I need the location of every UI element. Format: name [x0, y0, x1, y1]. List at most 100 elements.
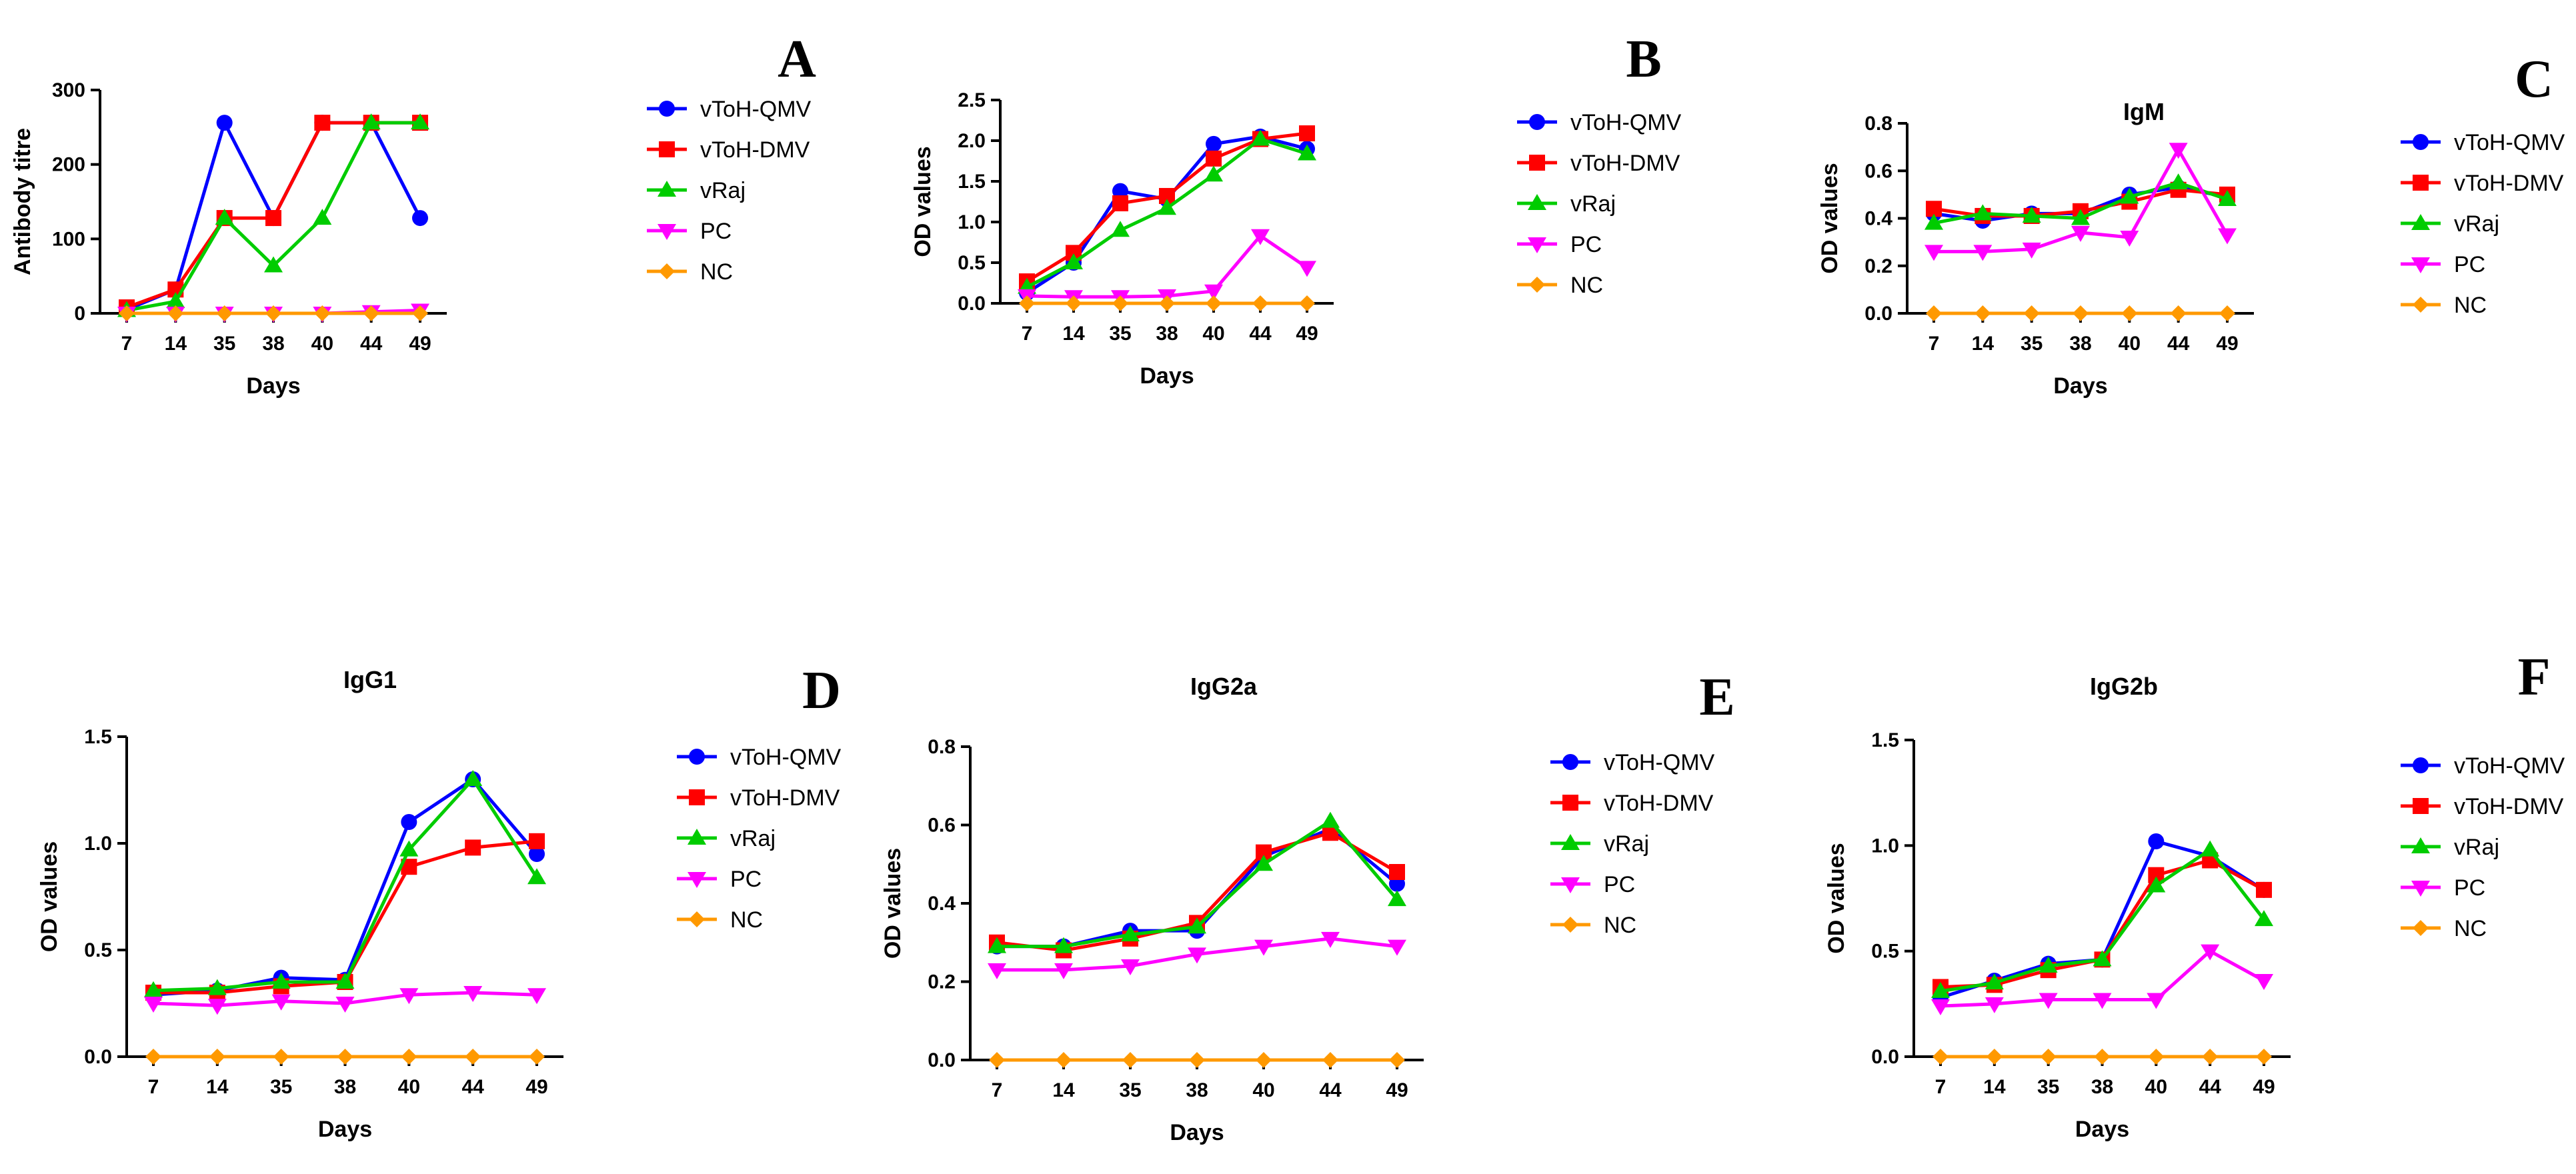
y-tick-label: 0.0 [928, 1049, 956, 1071]
legend-label: NC [2454, 916, 2487, 941]
legend-marker [2411, 257, 2430, 273]
data-point [337, 1049, 353, 1065]
data-point [1251, 129, 1270, 146]
series-nc [1933, 1049, 2272, 1065]
chart-panel-e: 0.0 0.2 0.4 0.6 0.8 7 14 35 38 40 44 49 Days OD value… [880, 668, 1735, 1145]
data-point [1121, 925, 1140, 941]
panel-letter: B [1626, 30, 1661, 89]
chart-panel-d: 0.0 0.5 1.0 1.5 7 14 35 38 40 44 49 Days OD values Ig… [37, 661, 842, 1142]
legend-label: vToH-DMV [1570, 151, 1680, 176]
legend-marker [2411, 881, 2430, 897]
data-point [1389, 1052, 1405, 1068]
legend: vToH-QMV vToH-DMV vRaj PC NC [677, 745, 842, 933]
data-point [1931, 999, 1950, 1015]
chart-title: IgG2a [1190, 673, 1258, 700]
data-point [2256, 881, 2272, 898]
data-point [2147, 876, 2166, 893]
data-point [1321, 931, 1340, 948]
data-point [273, 1049, 289, 1065]
series-vraj [988, 811, 1406, 953]
x-tick-label: 38 [334, 1076, 356, 1098]
x-tick-label: 49 [409, 333, 431, 355]
data-point [2201, 840, 2220, 857]
data-point [216, 305, 233, 321]
x-tick-label: 38 [2091, 1076, 2113, 1098]
data-point [2169, 143, 2188, 159]
data-point [313, 209, 332, 225]
x-tick-label: 38 [2069, 333, 2091, 355]
data-point [1388, 890, 1406, 907]
data-point [527, 988, 546, 1005]
series-vraj [144, 770, 546, 997]
data-point [2255, 974, 2273, 990]
legend-marker [659, 101, 675, 117]
data-point [1933, 1049, 1949, 1065]
legend: vToH-QMV vToH-DMV vRaj PC NC [1550, 750, 1715, 938]
x-tick-label: 40 [1202, 323, 1224, 345]
x-tick-label: 40 [398, 1076, 420, 1098]
data-point [144, 997, 163, 1013]
data-point [2256, 1049, 2272, 1065]
data-point [2093, 950, 2112, 967]
data-point [1986, 1049, 2003, 1065]
legend-marker [2413, 798, 2429, 814]
data-point [1973, 204, 1993, 221]
data-point [1299, 125, 1315, 142]
data-point [2022, 242, 2041, 259]
data-point [361, 113, 381, 130]
legend-marker [2413, 134, 2429, 150]
series-pc [144, 986, 546, 1015]
legend-marker [1528, 237, 1546, 253]
data-point [1112, 195, 1128, 211]
data-point [314, 305, 331, 321]
legend-label: vRaj [1604, 831, 1649, 857]
data-point [1298, 144, 1316, 161]
series-nc [1019, 295, 1315, 311]
x-axis-title: Days [318, 1117, 372, 1142]
y-axis-title: OD values [910, 146, 936, 257]
legend-label: NC [700, 259, 733, 285]
x-axis-title: Days [246, 373, 300, 399]
legend-label: vRaj [730, 826, 776, 851]
data-point [209, 1049, 225, 1065]
x-tick-label: 49 [525, 1076, 547, 1098]
data-point [271, 994, 291, 1011]
series-nc [1926, 305, 2235, 321]
legend-label: PC [2454, 252, 2485, 277]
x-tick-label: 7 [121, 333, 133, 355]
data-point [1206, 150, 1222, 167]
legend-label: NC [730, 907, 763, 933]
data-point [167, 305, 184, 321]
legend: vToH-QMV vToH-DMV vRaj PC NC [2401, 753, 2565, 941]
x-tick-label: 35 [213, 333, 235, 355]
data-point [2201, 944, 2220, 961]
x-tick-label: 38 [262, 333, 284, 355]
legend-label: PC [730, 867, 762, 892]
data-point [1256, 1052, 1272, 1068]
series-pc [1931, 944, 2273, 1015]
x-axis-title: Days [2075, 1117, 2129, 1142]
data-point [401, 814, 417, 830]
y-tick-label: 100 [52, 228, 85, 250]
data-point [144, 981, 163, 997]
legend-label: vToH-QMV [2454, 753, 2565, 779]
x-tick-label: 35 [270, 1076, 292, 1098]
legend-marker [659, 263, 675, 279]
x-tick-label: 40 [2119, 333, 2141, 355]
y-tick-label: 1.5 [958, 171, 986, 193]
series-line [153, 777, 538, 997]
data-point [399, 988, 419, 1005]
legend-marker [2411, 837, 2430, 853]
y-tick-label: 200 [52, 154, 85, 176]
series-vtoh-qmv [145, 771, 545, 1003]
data-point [1111, 221, 1130, 237]
data-point [2202, 1049, 2219, 1065]
data-point [335, 997, 355, 1013]
data-point [2148, 833, 2165, 849]
y-tick-label: 0.8 [928, 736, 956, 758]
data-point [166, 292, 185, 309]
x-tick-label: 44 [2199, 1076, 2221, 1098]
series-vraj [1931, 840, 2273, 998]
series-vraj [1924, 173, 2237, 230]
